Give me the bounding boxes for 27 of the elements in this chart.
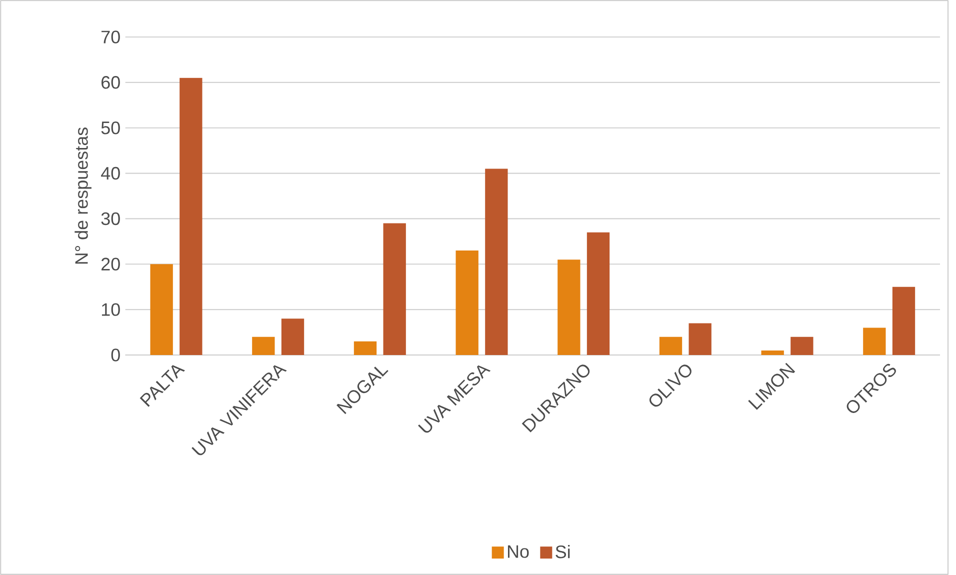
y-tick-label: 20	[102, 258, 120, 271]
bar	[688, 323, 712, 355]
y-tick-label: 30	[101, 212, 120, 226]
bar	[383, 223, 406, 355]
bar	[485, 168, 508, 355]
legend-label: No	[508, 545, 529, 558]
bar	[761, 350, 784, 355]
bar	[659, 336, 682, 355]
y-tick-label: 70	[102, 30, 120, 44]
bar	[863, 328, 886, 355]
y-tick-label: 0	[111, 348, 120, 362]
bar	[790, 336, 814, 355]
y-tick-label: 10	[102, 303, 120, 316]
bar	[252, 336, 275, 355]
bar	[281, 318, 304, 355]
bar	[180, 78, 202, 355]
y-tick-label: 40	[101, 166, 120, 180]
y-tick-label: 60	[102, 76, 120, 89]
bar	[558, 260, 580, 355]
bar	[456, 250, 478, 355]
y-axis-title: N° de respuestas	[74, 128, 92, 264]
bar	[354, 341, 377, 355]
bar	[586, 232, 610, 355]
y-tick-label: 50	[101, 121, 120, 134]
bar	[150, 264, 173, 355]
bar	[892, 286, 916, 355]
legend-label: Si	[556, 545, 570, 558]
